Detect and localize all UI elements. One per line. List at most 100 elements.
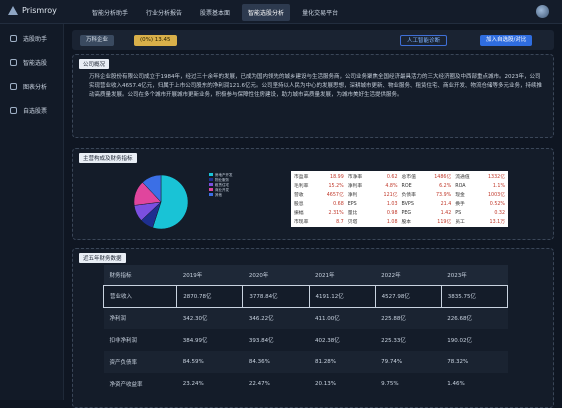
metric-value: 1.1% (492, 184, 505, 189)
metric-value: 2.31% (328, 211, 344, 216)
table-row: 净利润 342.30亿 346.22亿 411.00亿 225.88亿 226.68亿 (103, 307, 508, 329)
action-button[interactable]: 人工智能诊断 (400, 35, 448, 46)
legend-label: 物业服务 (215, 177, 229, 182)
metric-value: 1.08 (386, 220, 398, 225)
column-header: 2023年 (441, 265, 508, 285)
metric-label: EPS (347, 202, 357, 207)
table-cell: 190.02亿 (447, 338, 473, 344)
avatar[interactable] (536, 5, 549, 18)
table-cell: 9.75% (381, 381, 399, 387)
metric: 市净率 0.62 (348, 173, 398, 182)
nav-tab[interactable]: 行业分析报告 (146, 10, 183, 17)
nav-tab[interactable]: 股票基本面 (200, 10, 231, 17)
table-cell: 78.32% (441, 351, 508, 373)
metric: 总市值 1486亿 (402, 173, 452, 182)
legend-label: 租赁住宅 (215, 182, 229, 187)
header-row: 财务指标 2019年 2020年 2021年 2022年 2023年 (103, 265, 508, 285)
sidebar-label: 智能选股 (23, 60, 48, 67)
table-cell: 402.38亿 (315, 338, 340, 344)
stock-tag[interactable]: 万科企业 (80, 35, 115, 46)
metric-label: 现金 (455, 193, 465, 198)
table-cell: 411.00亿 (309, 307, 376, 329)
icon (10, 35, 17, 42)
metric-label: 换手 (455, 202, 465, 207)
metric-value: 6.2% (439, 184, 452, 189)
legend-swatch (209, 188, 213, 191)
table-cell: 2870.78亿 (176, 284, 244, 308)
metric-value: 1486亿 (434, 175, 452, 180)
metric-value: 0.68 (333, 202, 344, 207)
action-button[interactable]: 加入自选股/对比 (480, 35, 533, 46)
legend-swatch (209, 183, 213, 186)
pie-slice (152, 174, 189, 230)
metric: 负债率 73.9% (402, 191, 452, 200)
table-cell: 384.99亿 (182, 338, 208, 344)
brand-name: Prismroy (22, 6, 57, 15)
metric-label: 净利 (347, 193, 358, 198)
composition-panel: 主营构成及财务指标 房地产开发 物业服务 租赁住宅 商业开发 其他 市盈率 18.99 市净… (72, 148, 554, 240)
table-cell: 22.47% (248, 381, 270, 387)
nav-tab[interactable]: 智能选股分析 (242, 4, 291, 21)
sidebar-item[interactable]: 选股助手 (10, 34, 47, 43)
sidebar-item[interactable]: 图表分析 (10, 82, 47, 91)
metric-value: 1.03 (386, 202, 398, 207)
metric-label: 股本 (401, 220, 412, 225)
column-header: 2020年 (242, 265, 309, 285)
legend-label: 房地产开发 (215, 172, 233, 177)
price-tag: (0%) 13.45 (134, 35, 177, 46)
financials-panel: 近五年财务数据 财务指标 2019年 2020年 2021年 2022年 2023年 营业收… (72, 248, 554, 408)
nav-tab[interactable]: 智能分析助手 (92, 10, 129, 17)
metric: 净利 121亿 (348, 191, 398, 200)
metric: ROA 1.1% (455, 182, 505, 191)
metric-value: 13.1万 (489, 220, 505, 225)
metric-value: 4.8% (385, 184, 398, 189)
sidebar-item[interactable]: 智能选股 (10, 58, 47, 67)
table-cell: 净资产收益率 (109, 382, 143, 388)
metric: 员工 13.1万 (455, 218, 505, 227)
column-header: 财务指标 (103, 265, 177, 285)
toolbar: 万科企业 (0%) 13.45 人工智能诊断 加入自选股/对比 (72, 30, 554, 50)
metric-value: 1.42 (440, 211, 452, 216)
metric-value: 73.9% (436, 193, 452, 198)
sidebar-label: 图表分析 (23, 84, 48, 91)
metrics-grid: 市盈率 18.99 市净率 0.62 总市值 1486亿 流通值 1332亿 毛利率 15.2% 净… (291, 171, 508, 227)
table-cell: 净利润 (103, 307, 177, 329)
brand[interactable]: Prismroy (8, 6, 57, 15)
metric-label: 总市值 (401, 175, 416, 180)
metric-value: 4657亿 (326, 193, 344, 198)
table-cell: 84.59% (176, 351, 243, 373)
sidebar-item[interactable]: 自选股票 (10, 106, 47, 115)
metric: 现金 1003亿 (455, 191, 505, 200)
legend-label: 商业开发 (215, 187, 229, 192)
metric-label: PEG (401, 211, 412, 216)
panel-title: 主营构成及财务指标 (79, 153, 137, 163)
metric: 市现率 8.7 (294, 218, 344, 227)
metric-label: 毛利率 (294, 184, 309, 189)
metric: 量比 0.98 (348, 209, 398, 218)
table-cell: 225.33亿 (381, 338, 406, 344)
icon (10, 83, 17, 90)
metric: BVPS 21.4 (402, 200, 452, 209)
metric-value: 0.62 (386, 175, 398, 180)
table-cell: 资产负债率 (103, 351, 177, 373)
metric-value: 0.52% (489, 202, 505, 207)
table-row: 营业收入 2870.78亿 3778.84亿 4191.12亿 4527.98亿 3835… (102, 284, 509, 308)
panel-title: 公司概况 (79, 59, 110, 69)
table-cell: 225.88亿 (375, 307, 442, 329)
metric-value: 15.2% (328, 184, 344, 189)
table-row: 扣非净利润 384.99亿 393.84亿 402.38亿 225.33亿 190.02亿 (104, 329, 508, 351)
nav-tab[interactable]: 量化交易平台 (302, 10, 339, 17)
icon (10, 59, 17, 66)
metric-label: PS (455, 211, 462, 216)
table-cell: 营业收入 (102, 284, 178, 308)
table-row: 资产负债率 84.59% 84.36% 81.28% 79.74% 78.32% (103, 351, 508, 373)
metric: PEG 1.42 (402, 209, 452, 218)
table-cell: 81.28% (309, 351, 376, 373)
metric-value: 0.98 (386, 211, 398, 216)
legend-swatch (209, 178, 213, 181)
top-bar: Prismroy 智能分析助手 行业分析报告 股票基本面 智能选股分析 量化交易平台 (0, 0, 562, 24)
financials-table: 财务指标 2019年 2020年 2021年 2022年 2023年 营业收入 2870.78… (102, 265, 509, 395)
legend-swatch (209, 193, 213, 196)
metric: 营收 4657亿 (294, 191, 344, 200)
